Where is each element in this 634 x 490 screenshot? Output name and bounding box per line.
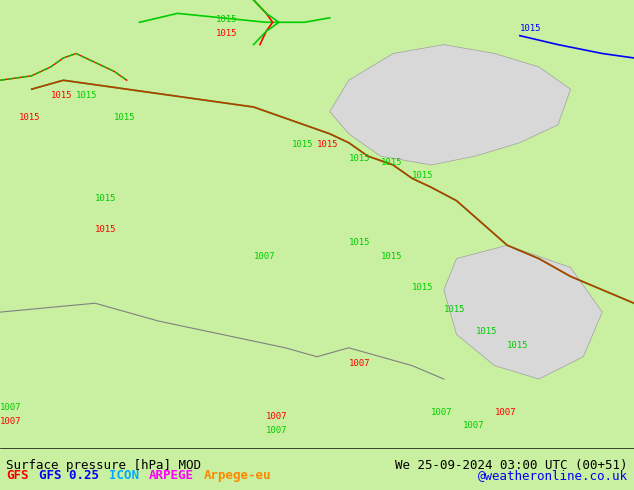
Polygon shape xyxy=(444,245,602,379)
Text: We 25-09-2024 03:00 UTC (00+51): We 25-09-2024 03:00 UTC (00+51) xyxy=(395,459,628,472)
Text: 1015: 1015 xyxy=(114,113,136,122)
Text: 1015: 1015 xyxy=(19,113,41,122)
Text: ICON: ICON xyxy=(109,469,139,482)
Polygon shape xyxy=(330,45,571,165)
Text: 1015: 1015 xyxy=(292,140,313,149)
Text: 1015: 1015 xyxy=(216,15,237,24)
Text: 1015: 1015 xyxy=(412,283,434,292)
Text: 1015: 1015 xyxy=(349,238,370,247)
Text: 1015: 1015 xyxy=(95,225,117,234)
Text: 1007: 1007 xyxy=(254,252,275,261)
Text: 1015: 1015 xyxy=(95,194,117,203)
Text: 1015: 1015 xyxy=(380,252,402,261)
Text: 1007: 1007 xyxy=(349,359,370,368)
Text: ARPEGE: ARPEGE xyxy=(149,469,194,482)
Text: 1007: 1007 xyxy=(266,425,288,435)
Text: Arpege-eu: Arpege-eu xyxy=(204,469,271,482)
Text: Surface pressure [hPa] MOD: Surface pressure [hPa] MOD xyxy=(6,459,202,472)
Text: 1007: 1007 xyxy=(0,403,22,412)
Text: 1015: 1015 xyxy=(380,158,402,167)
Text: GFS 0.25: GFS 0.25 xyxy=(39,469,99,482)
Text: 1015: 1015 xyxy=(51,91,72,100)
Text: 1007: 1007 xyxy=(463,421,484,430)
Text: 1007: 1007 xyxy=(431,408,453,416)
Text: 1015: 1015 xyxy=(507,341,529,350)
Text: 1015: 1015 xyxy=(349,153,370,163)
Text: 1007: 1007 xyxy=(266,412,288,421)
Text: 1015: 1015 xyxy=(216,29,237,38)
Text: 1015: 1015 xyxy=(520,24,541,33)
Text: 1015: 1015 xyxy=(444,305,465,314)
Text: 1007: 1007 xyxy=(0,416,22,426)
Text: GFS: GFS xyxy=(6,469,29,482)
Text: 1015: 1015 xyxy=(476,327,497,337)
Text: 1015: 1015 xyxy=(317,140,339,149)
Text: 1015: 1015 xyxy=(76,91,98,100)
Text: 1007: 1007 xyxy=(495,408,516,416)
Text: @weatheronline.co.uk: @weatheronline.co.uk xyxy=(477,469,628,482)
Text: 1015: 1015 xyxy=(412,172,434,180)
